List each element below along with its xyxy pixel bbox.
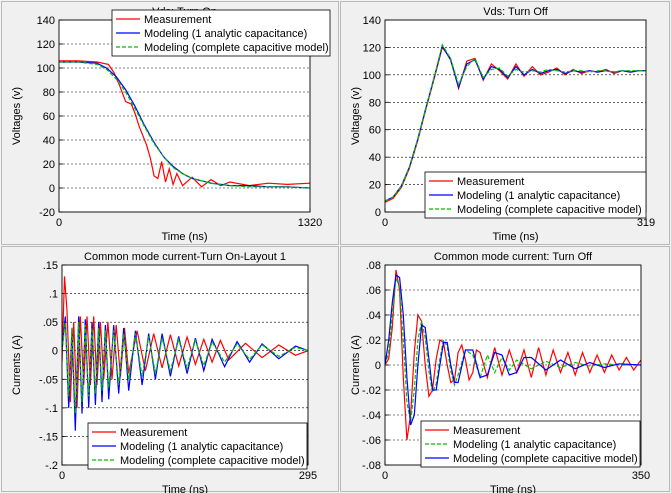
series-line [59,61,310,189]
y-tick-label: 40 [43,135,55,147]
x-tick-label: 295 [299,470,317,482]
y-tick-label: 20 [43,159,55,171]
chart-panel-vds-turn-on: -2002040608010012014001320Vds: Turn OnTi… [1,1,339,245]
chart-title: Common mode current: Turn Off [434,251,593,263]
series-line [385,277,641,422]
y-tick-label: 80 [43,87,55,99]
legend-box [111,9,331,57]
chart-svg: -.08 -.06 -.04 -.02 0 .02 .04 .06 .08 0 350 Common … [350,251,650,493]
x-axis-label: Time (ns) [492,231,538,243]
legend-label: Measurement [144,14,211,26]
x-axis-label: Time (ns) [162,484,208,493]
y-axis-label: Currents (A) [350,335,362,395]
y-tick-label: 140 [363,15,381,27]
y-tick-label: -.08 [362,460,381,472]
legend-label: Modeling (1 analytic capacitance) [144,28,307,40]
series-line [385,269,641,441]
y-tick-label: -20 [39,207,55,219]
series-line [62,276,308,408]
x-tick-label: 0 [382,470,388,482]
chart-title: Vds: Turn Off [483,6,549,18]
chart-panel-cm-current-turn-on: -.2 -.15 -.1 -.05 0 .05 .1 .15 0 295 Common mode c… [1,246,339,493]
y-tick-label: .06 [366,285,381,297]
legend-label: Measurement [120,427,187,439]
legend-label: Modeling (1 analytic capacitance) [453,439,616,451]
series-line [62,316,308,431]
legend-box [87,422,308,470]
legend-label: Modeling (1 analytic capacitance) [457,190,620,202]
chart-panel-vds-turn-off: 0 20 40 60 80 100 120 140 0 319 Vds: Turn Off Time … [340,1,670,245]
y-tick-label: -.15 [39,431,58,443]
y-tick-label: 60 [43,111,55,123]
legend-label: Measurement [457,176,524,188]
legend-box [420,420,641,468]
x-tick-label: 1320 [298,217,322,229]
legend-label: Modeling (1 analytic capacitance) [120,441,283,453]
y-tick-label: -.2 [45,460,58,472]
y-axis-label: Currents (A) [11,335,23,395]
y-tick-label: 100 [37,63,55,75]
chart-panel-cm-current-turn-off: -.08 -.06 -.04 -.02 0 .02 .04 .06 .08 0 350 Common … [340,246,670,493]
y-tick-label: 120 [37,39,55,51]
y-tick-label: .15 [43,260,58,272]
chart-svg: 0 20 40 60 80 100 120 140 0 319 Vds: Turn Off Time … [350,6,655,243]
x-tick-label: 319 [637,217,655,229]
chart-svg: -2002040608010012014001320Vds: Turn OnTi… [11,6,331,243]
series-line [385,43,646,202]
legend-label: Modeling (complete capacitive model) [457,204,642,216]
chart-svg: -.2 -.15 -.1 -.05 0 .05 .1 .15 0 295 Common mode c… [11,251,317,493]
x-axis-label: Time (ns) [490,484,536,493]
legend-label: Modeling (complete capacitive model) [120,455,305,467]
y-tick-label: 40 [369,152,381,164]
legend-label: Measurement [453,425,520,437]
y-tick-label: 140 [37,15,55,27]
x-axis-label: Time (ns) [161,231,207,243]
chart-title: Common mode current-Turn On-Layout 1 [84,251,286,263]
y-tick-label: 0 [49,183,55,195]
y-tick-label: -.06 [362,435,381,447]
y-tick-label: -.1 [45,403,58,415]
y-tick-label: 120 [363,42,381,54]
y-tick-label: .1 [49,289,58,301]
y-axis-label: Voltages (v) [11,87,23,145]
y-tick-label: -.02 [362,385,381,397]
y-tick-label: 20 [369,180,381,192]
series-line [59,61,310,189]
x-tick-label: 0 [382,217,388,229]
y-tick-label: -.05 [39,374,58,386]
y-tick-label: 0 [52,346,58,358]
legend-label: Modeling (complete capacitive model) [144,42,329,54]
y-tick-label: 100 [363,70,381,82]
x-tick-label: 350 [632,470,650,482]
y-tick-label: 0 [375,207,381,219]
y-tick-label: .02 [366,335,381,347]
y-tick-label: .08 [366,260,381,272]
x-tick-label: 0 [59,470,65,482]
x-tick-label: 0 [56,217,62,229]
series-line [62,322,308,414]
y-tick-label: .05 [43,317,58,329]
y-tick-label: 80 [369,97,381,109]
y-tick-label: 60 [369,125,381,137]
legend-box [424,171,647,219]
y-tick-label: 0 [375,360,381,372]
legend-label: Modeling (complete capacitive model) [453,453,638,465]
series-line [385,273,641,426]
y-axis-label: Voltages (v) [350,87,362,145]
y-tick-label: -.04 [362,410,381,422]
y-tick-label: .04 [366,310,381,322]
